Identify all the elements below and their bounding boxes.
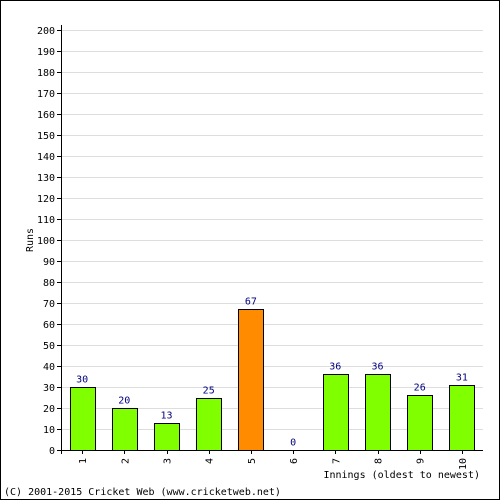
- x-tick-label: 5: [247, 458, 258, 464]
- y-tick-label: 160: [37, 110, 55, 121]
- grid-layer: [61, 30, 483, 430]
- y-tick-label: 110: [37, 215, 55, 226]
- y-tick-label: 120: [37, 194, 55, 205]
- data-label: 36: [371, 362, 383, 373]
- x-tick-label: 4: [205, 458, 216, 464]
- data-label: 20: [118, 396, 130, 407]
- bar-inning-10: [449, 385, 475, 451]
- x-tick-label: 9: [416, 458, 427, 464]
- x-tick-label: 6: [289, 458, 300, 464]
- data-label: 31: [456, 373, 468, 384]
- x-tick-label: 8: [374, 458, 385, 464]
- data-label: 0: [290, 438, 296, 449]
- y-tick-label: 60: [43, 320, 55, 331]
- x-axis-title: Innings (oldest to newest): [323, 470, 480, 481]
- data-label: 30: [76, 375, 88, 386]
- y-axis-title: Runs: [25, 228, 36, 252]
- y-tick-label: 90: [43, 257, 55, 268]
- x-tick-label: 7: [331, 458, 342, 464]
- y-tick-label: 0: [49, 446, 55, 457]
- bar-inning-5: [238, 309, 264, 451]
- bar-inning-1: [70, 387, 96, 451]
- x-tick-label: 3: [163, 458, 174, 464]
- y-tick-label: 30: [43, 383, 55, 394]
- y-tick-label: 180: [37, 68, 55, 79]
- bar-inning-7: [323, 374, 349, 451]
- x-tick-label: 2: [120, 458, 131, 464]
- bar-inning-4: [196, 398, 222, 451]
- y-tick-label: 190: [37, 47, 55, 58]
- axes-layer: 0102030405060708090100110120130140150160…: [37, 25, 483, 470]
- y-tick-label: 130: [37, 173, 55, 184]
- y-tick-label: 100: [37, 236, 55, 247]
- bars-layer: 30 20 13 25 67 0 36 36 26 31: [70, 297, 475, 451]
- y-tick-label: 200: [37, 26, 55, 37]
- data-label: 13: [160, 411, 172, 422]
- y-tick-label: 50: [43, 341, 55, 352]
- y-tick-label: 80: [43, 278, 55, 289]
- y-tick-label: 10: [43, 425, 55, 436]
- data-label: 36: [329, 362, 341, 373]
- bar-inning-8: [365, 374, 391, 451]
- data-label: 67: [245, 297, 257, 308]
- data-label: 26: [414, 383, 426, 394]
- bar-inning-2: [112, 408, 138, 451]
- y-tick-label: 20: [43, 404, 55, 415]
- bar-inning-9: [407, 395, 433, 451]
- bar-inning-3: [154, 423, 180, 451]
- y-tick-label: 170: [37, 89, 55, 100]
- y-tick-label: 40: [43, 362, 55, 373]
- data-label: 25: [203, 386, 215, 397]
- y-tick-label: 70: [43, 299, 55, 310]
- y-tick-label: 140: [37, 152, 55, 163]
- x-tick-label: 1: [78, 458, 89, 464]
- copyright-text: (C) 2001-2015 Cricket Web (www.cricketwe…: [4, 487, 281, 498]
- x-tick-label: 10: [458, 458, 469, 470]
- y-tick-label: 150: [37, 131, 55, 142]
